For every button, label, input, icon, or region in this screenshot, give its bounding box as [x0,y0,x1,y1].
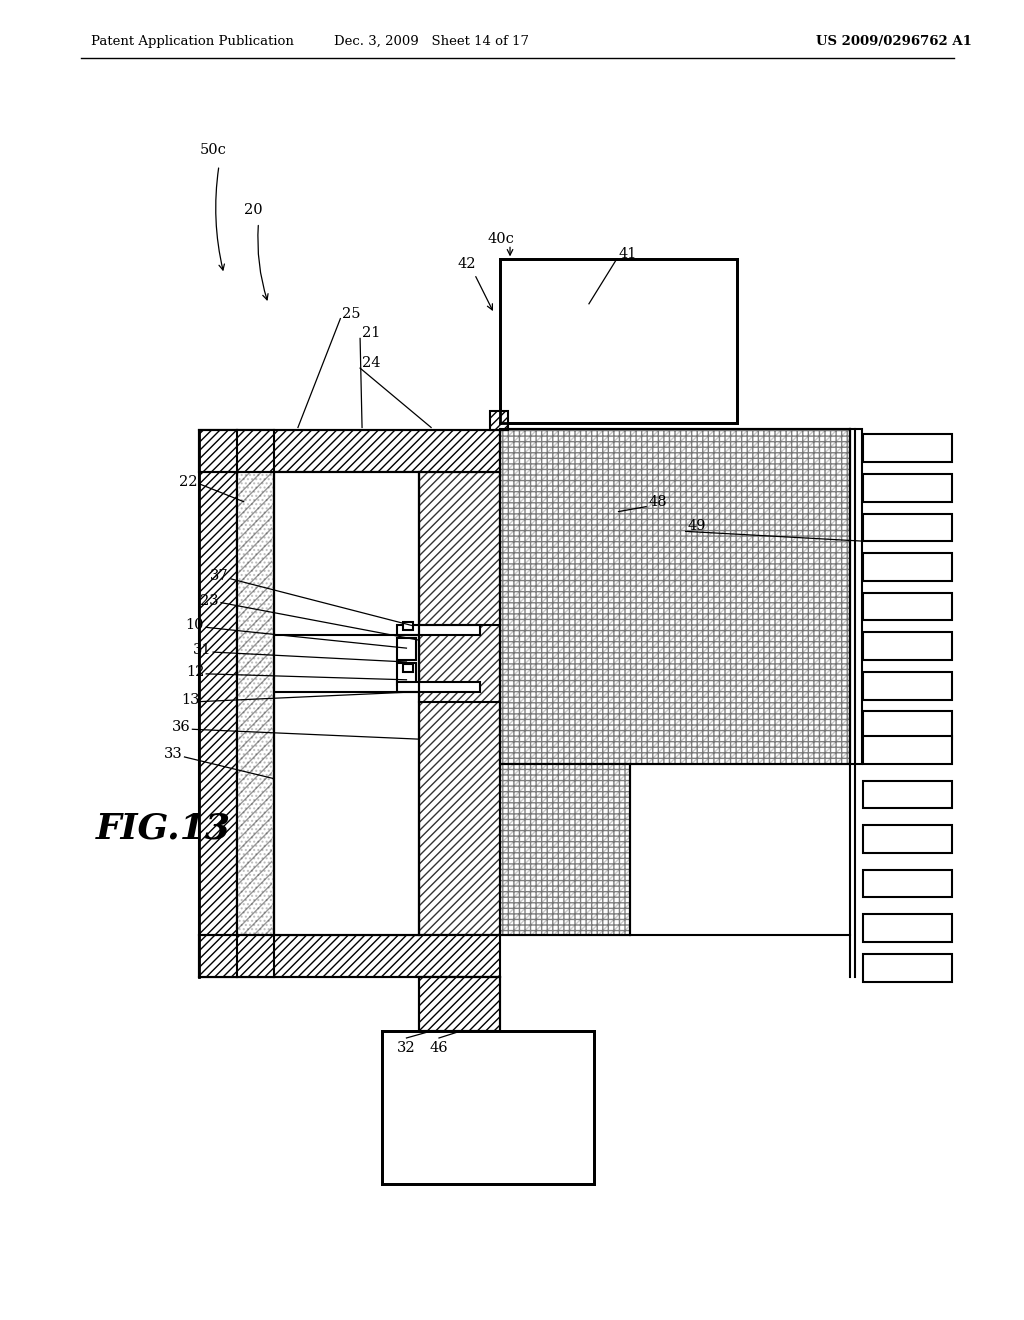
Bar [863,553,952,581]
Bar [237,430,274,977]
Bar [850,429,862,764]
Text: US 2009/0296762 A1: US 2009/0296762 A1 [816,36,972,48]
Text: 21: 21 [362,326,381,341]
Bar [200,935,500,977]
Text: 23: 23 [201,594,219,607]
Bar [500,764,631,935]
Bar [382,1031,594,1184]
Text: 50c: 50c [200,144,226,157]
Bar [500,764,631,935]
Bar [396,681,480,692]
Text: 36: 36 [172,721,190,734]
Bar [237,436,272,972]
Bar [500,429,850,764]
Bar [396,626,480,635]
Text: 12: 12 [186,665,204,678]
Bar [863,513,952,541]
Bar [490,411,508,430]
Bar [200,430,500,473]
Bar [200,935,500,977]
Bar [396,663,417,685]
Bar [237,430,274,977]
Text: 31: 31 [193,643,211,657]
Text: 20: 20 [244,203,262,216]
Text: 13: 13 [181,693,200,706]
Bar [500,429,850,764]
Bar [200,430,237,977]
Bar [863,593,952,620]
Text: 33: 33 [164,747,182,762]
Bar [419,473,500,935]
Bar [500,259,737,422]
Bar [419,977,500,1031]
Text: 41: 41 [618,247,637,261]
Text: 48: 48 [648,495,667,508]
Bar [396,639,417,660]
Bar [403,623,414,631]
Bar [863,870,952,898]
Text: 46: 46 [430,1041,449,1055]
Text: 42: 42 [458,257,476,271]
Text: 40c: 40c [487,232,514,247]
Bar [863,954,952,982]
Bar [863,780,952,808]
Bar [863,474,952,502]
Bar [490,411,508,430]
Bar [274,473,419,935]
Text: Dec. 3, 2009   Sheet 14 of 17: Dec. 3, 2009 Sheet 14 of 17 [334,36,528,48]
Bar [863,737,952,764]
Bar [863,915,952,942]
Bar [419,473,500,935]
Bar [500,764,631,935]
Text: 25: 25 [342,306,360,321]
Bar [863,672,952,700]
Bar [419,977,500,1031]
Bar [863,434,952,462]
Bar [863,711,952,739]
Bar [500,429,850,764]
Text: 37: 37 [210,569,229,583]
Text: 24: 24 [362,356,381,370]
Bar [863,825,952,853]
Text: FIG.13: FIG.13 [95,812,230,845]
Bar [403,664,414,672]
Text: 49: 49 [687,520,707,533]
Bar [200,430,237,977]
Bar [200,430,500,473]
Text: 32: 32 [397,1041,416,1055]
Text: Patent Application Publication: Patent Application Publication [91,36,294,48]
Text: 22: 22 [179,475,198,488]
Bar [863,632,952,660]
Text: 10: 10 [185,618,204,632]
